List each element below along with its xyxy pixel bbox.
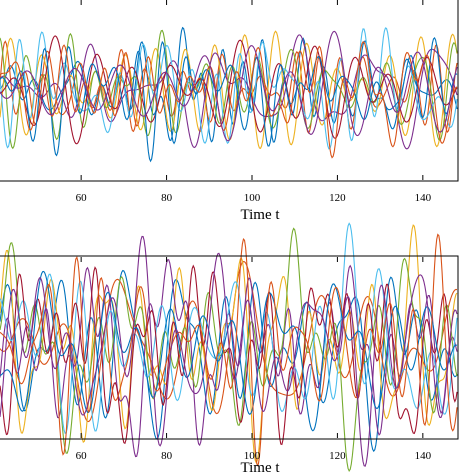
bottom-plot-series-line-1: [0, 269, 458, 453]
top-plot-series-line-4: [0, 34, 458, 150]
bottom-plot-xlabel: Time t: [240, 460, 280, 474]
top-plot-tick-label-60: 60: [76, 192, 88, 204]
bottom-plot-tick-label-100: 100: [244, 450, 261, 462]
top-plot-series-line-5: [0, 29, 458, 150]
top-plot-series-line-8: [0, 37, 458, 163]
top-plot-series-line-10: [0, 30, 458, 142]
bottom-plot-tick-label-60: 60: [76, 450, 88, 462]
top-plot-lines: [0, 26, 458, 163]
bottom-plot-series-line-10: [0, 235, 458, 467]
bottom-plot-tick-label-120: 120: [329, 450, 346, 462]
bottom-plot-lines: [0, 222, 458, 473]
bottom-plot-series-line-8: [0, 270, 458, 432]
bottom-plot-series-line-9: [0, 233, 458, 467]
top-plot-ticks: 60 80 100 120 140: [76, 0, 432, 204]
bottom-plot: 60 80 100 120 140 Time t: [0, 222, 459, 474]
top-plot-axes-box: [0, 0, 459, 182]
bottom-plot-tick-label-140: 140: [415, 450, 432, 462]
top-plot: 60 80 100 120 140 Time t: [0, 0, 459, 223]
top-plot-tick-label-120: 120: [329, 192, 346, 204]
top-plot-tick-label-80: 80: [161, 192, 173, 204]
top-plot-tick-label-100: 100: [244, 192, 261, 204]
bottom-plot-series-line-5: [0, 227, 458, 473]
top-plot-series-line-9: [0, 41, 458, 159]
bottom-plot-series-line-7: [0, 264, 458, 446]
top-plot-xlabel: Time t: [240, 207, 280, 223]
bottom-plot-tick-label-80: 80: [161, 450, 173, 462]
top-plot-series-line-7: [0, 35, 458, 145]
bottom-plot-series-line-6: [0, 222, 458, 435]
top-plot-tick-label-140: 140: [415, 192, 432, 204]
bottom-plot-axes-box: [0, 255, 459, 440]
bottom-plot-series-line-3: [0, 224, 458, 465]
bottom-plot-ticks: 60 80 100 120 140: [76, 257, 432, 462]
